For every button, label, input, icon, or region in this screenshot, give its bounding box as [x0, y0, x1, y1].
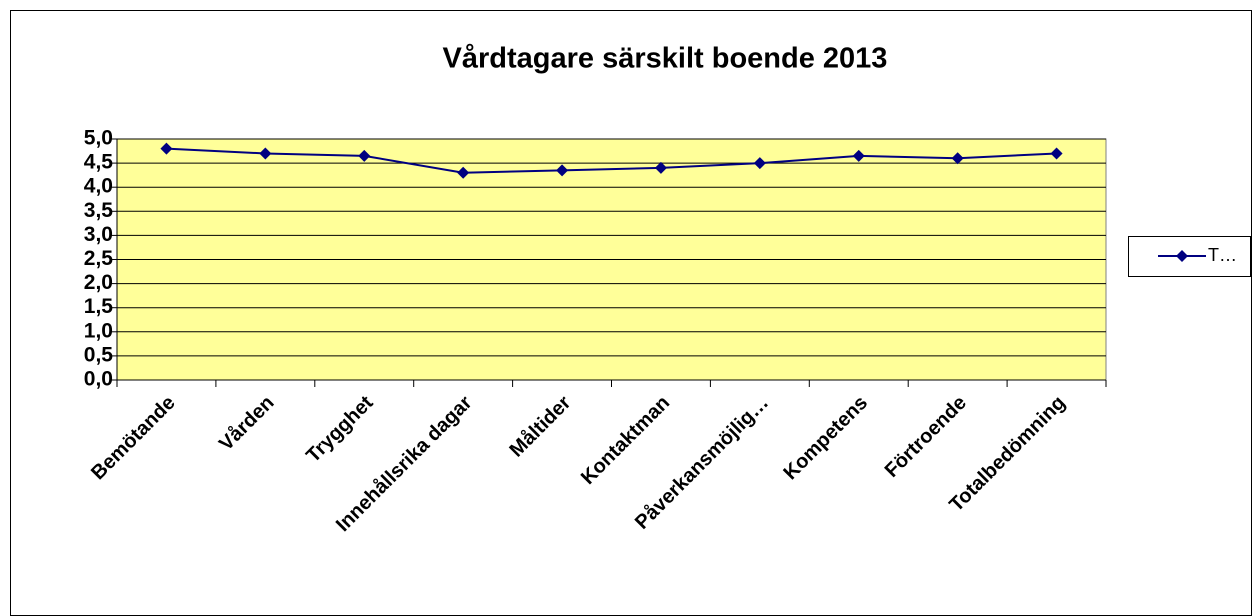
y-tick-label: 0,5 [84, 343, 114, 366]
marker [753, 157, 766, 170]
series-line [166, 147, 1057, 174]
chart-title: Vårdtagare särskilt boende 2013 [443, 43, 888, 75]
marker [951, 152, 964, 165]
y-tick-label: 5,0 [84, 127, 113, 150]
marker [358, 149, 371, 162]
legend-label: T… [1208, 245, 1237, 265]
y-tick-label: 3,0 [84, 223, 113, 246]
y-tick-label: 1,0 [84, 319, 113, 342]
marker [852, 149, 865, 162]
legend-marker [1176, 250, 1188, 262]
y-tick-label: 0,0 [84, 368, 113, 391]
y-tick-label: 3,5 [84, 199, 114, 222]
marker [556, 164, 569, 177]
marker [457, 166, 470, 179]
y-tick-label: 4,5 [84, 151, 114, 174]
y-tick-label: 4,0 [84, 175, 113, 198]
marker [1050, 147, 1063, 160]
marker [259, 147, 272, 160]
y-tick-label: 1,5 [84, 295, 114, 318]
y-tick-label: 2,0 [84, 271, 113, 294]
marker [160, 142, 173, 155]
marker [654, 161, 667, 174]
y-tick-label: 2,5 [84, 247, 114, 270]
